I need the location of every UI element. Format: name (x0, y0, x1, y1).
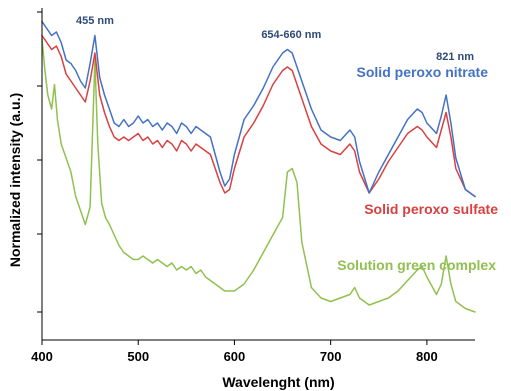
x-tick-label: 400 (31, 349, 53, 364)
x-tick-label: 600 (224, 349, 246, 364)
x-tick-label: 500 (127, 349, 149, 364)
y-axis-title: Normalized intensity (a.u.) (7, 93, 23, 267)
series-label: Solid peroxo nitrate (357, 64, 489, 80)
peak-annotation: 821 nm (436, 51, 474, 63)
series-layer (41, 20, 476, 313)
series-label: Solution green complex (337, 257, 496, 273)
text-layer: 400 500 600 700 800 Wavelenght (nm) Normalized… (7, 15, 498, 390)
series-line-3 (41, 38, 476, 313)
series-label: Solid peroxo sulfate (364, 201, 498, 217)
axes-layer (37, 8, 475, 345)
peak-annotation: 455 nm (76, 15, 114, 27)
peak-annotation: 654-660 nm (261, 29, 321, 41)
x-tick-label: 800 (416, 349, 438, 364)
series-line-2 (41, 34, 476, 198)
x-axis-title: Wavelenght (nm) (222, 374, 334, 390)
x-tick-label: 700 (320, 349, 342, 364)
series-line-1 (41, 20, 476, 198)
